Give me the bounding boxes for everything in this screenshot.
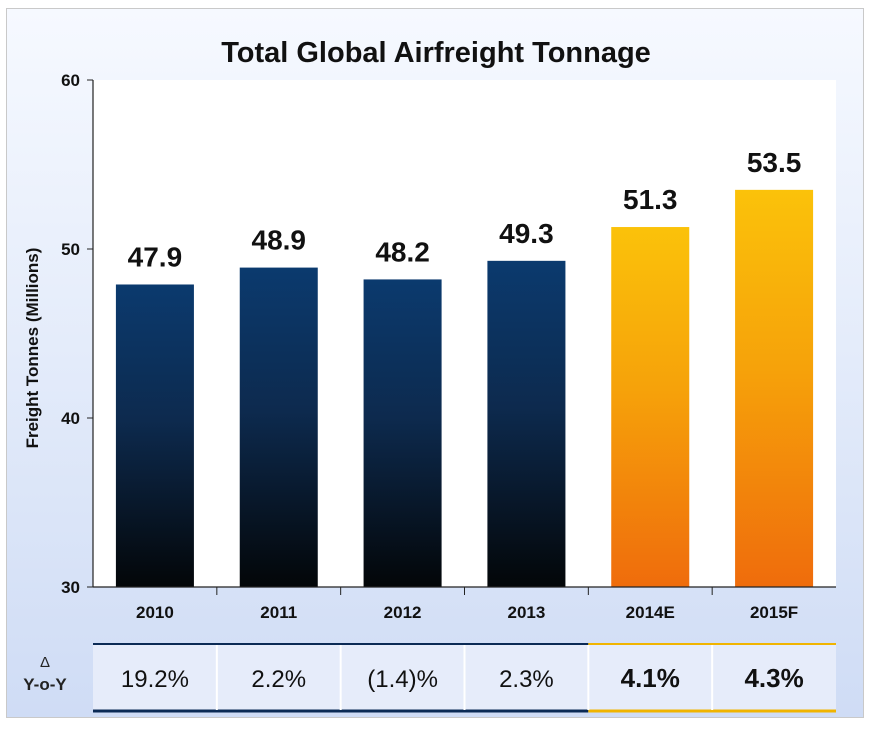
y-axis-label: Freight Tonnes (Millions): [23, 248, 42, 449]
value-label-2013: 49.3: [499, 218, 554, 249]
yoy-row-label: Δ Y-o-Y: [10, 652, 80, 696]
value-label-2011: 48.9: [252, 225, 307, 256]
x-tick-label-2015F: 2015F: [750, 603, 798, 622]
x-axis: 2010 2011 2012 2013 2014E 2015F: [136, 587, 798, 622]
value-label-2014E: 51.3: [623, 184, 678, 215]
x-tick-label-2014E: 2014E: [626, 603, 675, 622]
yoy-label-text: Y-o-Y: [23, 675, 67, 694]
yoy-value-2010: 19.2%: [121, 666, 189, 693]
yoy-value-2011: 2.2%: [251, 666, 306, 693]
bar-2013: [487, 260, 566, 587]
y-tick-label-40: 40: [61, 409, 80, 428]
value-labels: 47.9 48.9 48.2 49.3 51.3 53.5: [128, 147, 802, 273]
delta-symbol: Δ: [39, 654, 51, 671]
bar-2014E: [611, 227, 690, 587]
bars: [115, 189, 814, 587]
x-tick-label-2013: 2013: [508, 603, 546, 622]
yoy-table: 19.2% 2.2% (1.4)% 2.3% 4.1% 4.3%: [93, 643, 836, 713]
bar-2011: [239, 267, 318, 587]
y-tick-label-30: 30: [61, 578, 80, 597]
x-tick-label-2011: 2011: [260, 603, 297, 622]
y-axis: 30 40 50 60: [61, 71, 93, 597]
value-label-2010: 47.9: [128, 241, 183, 272]
y-tick-label-60: 60: [61, 71, 80, 90]
yoy-value-2012: (1.4)%: [367, 666, 438, 693]
value-label-2012: 48.2: [375, 236, 430, 267]
x-tick-label-2012: 2012: [384, 603, 422, 622]
chart-title: Total Global Airfreight Tonnage: [221, 37, 651, 69]
plot-area: [93, 80, 836, 587]
y-tick-label-50: 50: [61, 240, 80, 259]
yoy-value-2014E: 4.1%: [621, 663, 680, 693]
value-label-2015F: 53.5: [747, 147, 802, 178]
bar-2012: [363, 279, 442, 587]
bar-2015F: [735, 189, 814, 587]
bar-2010: [115, 284, 194, 587]
yoy-value-2013: 2.3%: [499, 666, 554, 693]
yoy-value-2015F: 4.3%: [744, 663, 803, 693]
x-tick-label-2010: 2010: [136, 603, 174, 622]
